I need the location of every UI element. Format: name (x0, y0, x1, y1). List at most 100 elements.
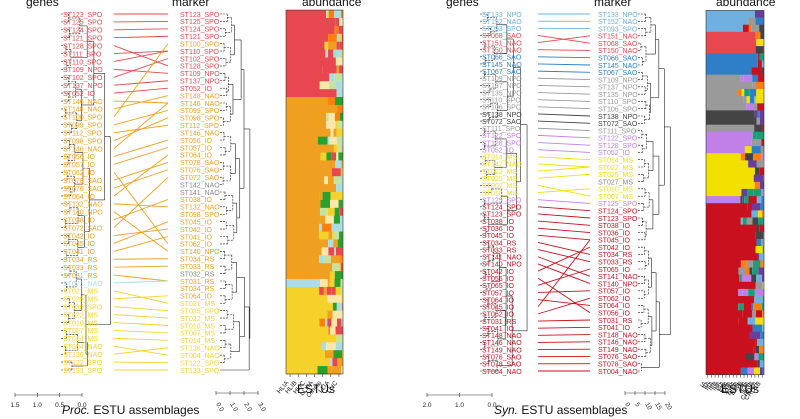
proc-abundance-segment (334, 73, 342, 82)
syn-abundance-segment (759, 346, 764, 354)
syn-abundance-segment (751, 24, 760, 33)
syn-gene-label: ST010_MS (482, 190, 517, 197)
syn-marker-label: ST038_IO (598, 223, 630, 230)
syn-abundance-segment (706, 338, 756, 347)
proc-abundance-segment (334, 207, 340, 217)
proc-abundance-segment (337, 239, 343, 248)
proc-abundance-segment (330, 199, 339, 209)
syn-marker-label: ST123_SPO (598, 216, 638, 223)
proc-abundance-segment (330, 128, 334, 138)
proc-gene-label: ST133_SPO (63, 368, 103, 375)
proc-abundance-segment (331, 223, 342, 232)
proc-abundance-segment (319, 318, 325, 327)
syn-link-line (537, 35, 591, 44)
syn-header-abundance: abundance (716, 0, 776, 9)
syn-abundance-segment (706, 81, 753, 90)
proc-abundance-segment (342, 17, 343, 27)
proc-abundance-segment (327, 136, 330, 145)
proc-gene-label: ST112_SPO (63, 130, 102, 137)
syn-abundance-segment (706, 267, 739, 276)
syn-abundance-segment (757, 60, 762, 68)
syn-abundance-segment (760, 146, 764, 154)
syn-abundance-segment (740, 367, 748, 375)
proc-genes-scale-label: 0.0 (77, 402, 86, 409)
proc-abundance-segment (286, 215, 326, 225)
syn-marker-label: ST110_SPO (598, 99, 637, 106)
proc-link-line (113, 58, 169, 78)
proc-marker-label: ST057_IO (180, 145, 212, 152)
proc-gene-label: ST132_NAO (63, 202, 103, 209)
proc-abundance-segment (319, 192, 323, 201)
syn-link-line (537, 277, 591, 314)
proc-abundance-segment (327, 310, 333, 319)
syn-abundance-segment (755, 281, 763, 290)
proc-marker-scale-label: 0.0 (214, 402, 225, 414)
proc-gene-label: ST042_IO (63, 233, 95, 240)
proc-gene-label: ST071_NAO (63, 281, 103, 288)
proc-link-line (113, 329, 169, 334)
syn-abundance-segment (758, 217, 763, 226)
syn-link-line (537, 220, 591, 226)
proc-link-line (113, 45, 169, 67)
proc-gene-label: ST110_SPO (63, 59, 102, 66)
syn-abundance-segment (706, 181, 755, 190)
syn-abundance-segment (755, 81, 764, 90)
syn-abundance-segment (756, 117, 760, 126)
proc-marker-label: ST041_IO (180, 234, 212, 241)
syn-gene-label: ST140_NPO (482, 262, 522, 269)
syn-abundance-segment (756, 38, 764, 47)
syn-abundance-segment (706, 24, 743, 33)
proc-abundance-segment (286, 152, 321, 161)
syn-abundance-segment (706, 167, 755, 176)
proc-gene-label: ST109_NPO (63, 67, 103, 74)
proc-abundance-segment (330, 255, 341, 264)
syn-link-line (537, 227, 591, 234)
syn-abundance-segment (706, 196, 741, 204)
proc-abundance-segment (326, 10, 329, 19)
syn-abundance-segment (706, 10, 755, 18)
syn-marker-label: ST111_SPO (598, 128, 637, 135)
proc-abundance-segment (286, 342, 322, 351)
syn-marker-label: ST066_SAO (598, 56, 638, 63)
syn-abundance-segment (757, 103, 764, 111)
proc-abundance-segment (327, 97, 335, 106)
syn-abundance-segment (762, 281, 764, 290)
syn-abundance-segment (749, 88, 757, 97)
proc-gene-label: ST041_IO (63, 249, 95, 256)
syn-gene-label: ST004_NAO (482, 369, 522, 376)
proc-abundance-segment (286, 33, 329, 43)
proc-marker-label: ST146_NAO (180, 101, 220, 108)
proc-marker-label: ST112_SPO (180, 123, 219, 130)
syn-abundance-segment (749, 331, 761, 340)
proc-gene-label: ST146_NAO (63, 99, 103, 106)
proc-genes-scale-label: 1.0 (33, 402, 42, 409)
syn-marker-label: ST148_NAO (598, 332, 638, 339)
syn-gene-label: ST025_MS (482, 176, 517, 183)
syn-link-line (537, 163, 591, 168)
syn-abundance-segment (753, 188, 762, 197)
syn-gene-label: ST033_RS (482, 247, 517, 254)
proc-abundance-segment (321, 342, 327, 351)
syn-gene-label: ST093_SPO (482, 26, 522, 33)
proc-abundance-segment (286, 41, 325, 50)
proc-abundance-segment (286, 49, 326, 58)
syn-gene-label: ST022_MS (482, 169, 517, 176)
syn-abundance-segment (760, 260, 763, 268)
proc-link-line (113, 28, 169, 31)
syn-abundance-segment (747, 317, 756, 325)
proc-gene-label: ST021_MS (63, 289, 98, 296)
syn-abundance-segment (706, 138, 752, 147)
proc-abundance-segment (328, 10, 335, 19)
proc-link-line (113, 80, 169, 86)
syn-marker-label: ST125_SPO (598, 201, 638, 208)
proc-abundance-segment (286, 25, 335, 35)
syn-abundance-segment (754, 167, 760, 176)
proc-abundance-segment (336, 302, 343, 312)
proc-marker-label: ST121_SPO (180, 34, 220, 41)
proc-abundance-segment (335, 326, 343, 335)
syn-abundance-segment (744, 88, 750, 97)
syn-abundance-segment (706, 53, 758, 61)
proc-abundance-segment (338, 25, 342, 35)
proc-abundance-segment (286, 65, 323, 74)
proc-abundance-segment (322, 65, 328, 74)
